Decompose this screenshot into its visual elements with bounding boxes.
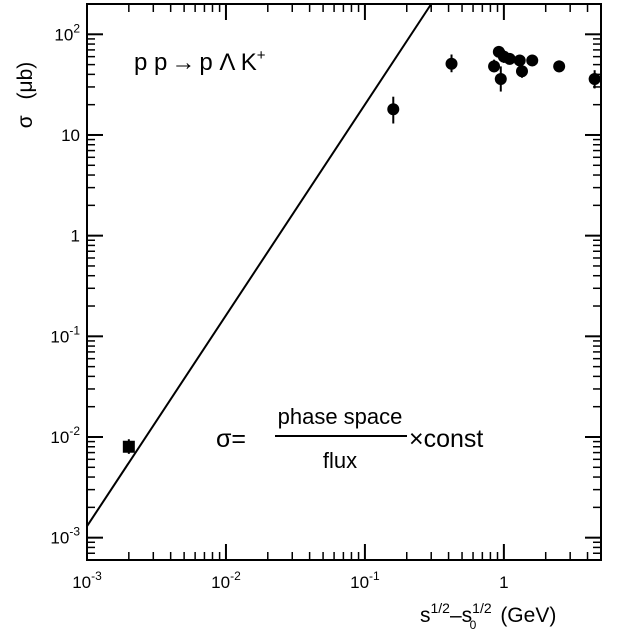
y-axis-symbol: σ: [14, 115, 37, 128]
data-point-circle: [515, 65, 528, 78]
x-axis-unit: (GeV): [500, 604, 556, 627]
data-point-square: [122, 440, 135, 453]
y-axis-title: σ (μb): [14, 62, 37, 129]
x-axis-sub2: 0: [470, 618, 477, 632]
y-tick-label-exp: 2: [73, 21, 80, 35]
formula-rhs: ×const: [409, 425, 483, 453]
reaction-arrow: →: [171, 49, 195, 76]
x-tick-label: 10-3: [72, 569, 102, 592]
data-point-circle: [387, 103, 400, 116]
formula-numerator: phase space: [278, 404, 403, 429]
data-point-circle: [553, 60, 566, 73]
reaction-rhs: p Λ K: [199, 49, 256, 76]
x-axis-sup2: 1/2: [472, 600, 492, 616]
y-tick-label-base: 1: [71, 227, 80, 246]
y-tick-label-base: 10: [50, 529, 69, 548]
data-point-circle: [513, 54, 526, 67]
data-points: [122, 45, 601, 454]
x-tick-label-exp: -2: [230, 569, 241, 583]
formula-denominator: flux: [323, 448, 357, 473]
x-tick-label: 10-2: [211, 569, 241, 592]
x-tick-label-exp: -1: [369, 569, 380, 583]
minor-ticks: [87, 4, 601, 561]
data-point-circle: [588, 72, 601, 85]
y-tick-label-base: 10: [50, 327, 69, 346]
reaction-sup: +: [257, 47, 266, 64]
y-tick-label-base: 10: [50, 428, 69, 447]
formula-lhs: σ=: [216, 425, 246, 453]
x-tick-labels: 10-3 10-2 10-1 1: [72, 569, 508, 592]
x-tick-label-exp: -3: [91, 569, 102, 583]
y-tick-label: 1: [71, 227, 80, 246]
reaction-label: p p → p Λ K+: [134, 47, 266, 76]
data-point-circle: [503, 52, 516, 65]
x-axis-sup1: 1/2: [431, 600, 451, 616]
x-axis-dash: –: [450, 604, 462, 627]
x-tick-label: 10-1: [350, 569, 380, 592]
y-tick-label-exp: -1: [69, 323, 80, 337]
x-axis-s0: s: [462, 604, 473, 627]
major-ticks: [86, 4, 601, 560]
y-tick-label-exp: -2: [69, 424, 80, 438]
reaction-lhs: p p: [134, 49, 167, 76]
data-point-circle: [488, 60, 501, 73]
y-tick-label-exp: -3: [69, 525, 80, 539]
y-tick-label-base: 10: [61, 126, 80, 145]
data-point-circle: [445, 57, 458, 70]
y-tick-label: 10-3: [50, 525, 80, 548]
y-tick-label: 10: [61, 126, 80, 145]
x-tick-label-base: 10: [211, 573, 230, 592]
x-axis-s: s: [420, 604, 431, 627]
formula-annotation: σ= phase space flux ×const: [216, 404, 483, 473]
data-point-circle: [526, 54, 539, 67]
y-tick-label: 102: [54, 21, 80, 44]
x-tick-label: 1: [499, 573, 508, 592]
x-axis-title: s1/2–s1/2 0 (GeV): [420, 600, 556, 632]
x-tick-label-base: 10: [350, 573, 369, 592]
y-tick-label: 10-1: [50, 323, 80, 346]
x-tick-label-base: 1: [499, 573, 508, 592]
data-point-circle: [494, 72, 507, 85]
x-tick-label-base: 10: [72, 573, 91, 592]
y-tick-label-base: 10: [54, 25, 73, 44]
y-tick-label: 10-2: [50, 424, 80, 447]
y-axis-unit: μb: [14, 69, 37, 93]
phase-space-curve: [86, 3, 433, 527]
